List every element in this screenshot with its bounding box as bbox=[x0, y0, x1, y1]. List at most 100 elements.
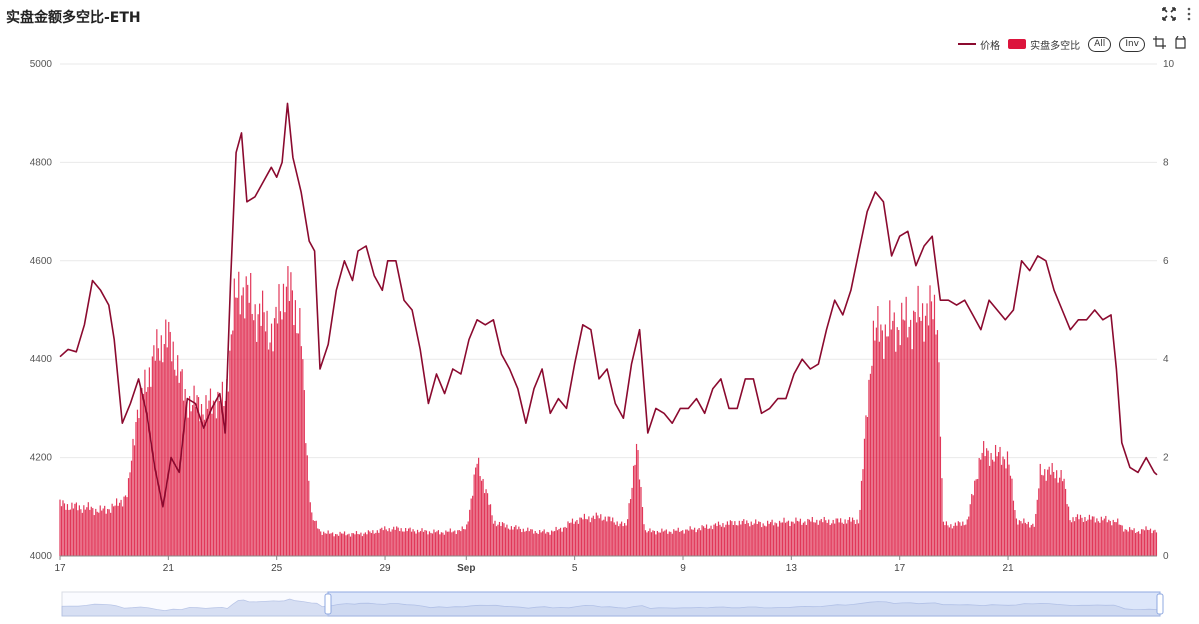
ratio-bar bbox=[753, 523, 755, 556]
zoom-handle-left[interactable] bbox=[324, 593, 332, 615]
ratio-bar bbox=[552, 531, 554, 556]
price-line bbox=[59, 102, 1158, 508]
legend-inv-button[interactable]: Inv bbox=[1119, 36, 1145, 52]
restore-icon[interactable] bbox=[1174, 35, 1187, 52]
ratio-bar bbox=[449, 528, 451, 556]
zoom-handle-right[interactable] bbox=[1156, 593, 1164, 615]
ratio-bar bbox=[397, 527, 399, 556]
ratio-bar bbox=[582, 519, 584, 556]
ratio-bar bbox=[536, 532, 538, 556]
ratio-bar bbox=[746, 520, 748, 556]
kebab-menu-icon[interactable] bbox=[1187, 7, 1191, 24]
crop-icon[interactable] bbox=[1153, 36, 1166, 52]
ratio-bar bbox=[589, 522, 591, 556]
ratio-bar bbox=[101, 510, 103, 556]
ratio-bar bbox=[795, 517, 797, 556]
y-right-tick-label: 10 bbox=[1163, 59, 1175, 70]
ratio-bar bbox=[726, 521, 729, 556]
ratio-bar bbox=[156, 329, 158, 556]
ratio-bar bbox=[1026, 524, 1028, 556]
ratio-bar bbox=[875, 327, 877, 556]
ratio-bar bbox=[68, 509, 70, 556]
ratio-bar bbox=[1041, 474, 1043, 556]
ratio-bar bbox=[1066, 504, 1068, 556]
ratio-bar bbox=[765, 526, 767, 556]
ratio-bar bbox=[494, 520, 496, 556]
ratio-bar bbox=[606, 521, 608, 556]
ratio-bar bbox=[1045, 480, 1047, 556]
ratio-bar bbox=[434, 532, 437, 556]
ratio-bar bbox=[360, 532, 362, 556]
ratio-bar bbox=[913, 310, 915, 556]
ratio-bar bbox=[309, 502, 311, 556]
ratio-bar bbox=[564, 526, 566, 556]
ratio-bar bbox=[425, 530, 428, 556]
legend-all-button[interactable]: All bbox=[1088, 36, 1112, 52]
ratio-bar bbox=[327, 530, 329, 556]
ratio-bar bbox=[126, 497, 128, 556]
expand-arrows-icon[interactable] bbox=[1161, 6, 1177, 25]
ratio-bar bbox=[145, 391, 148, 556]
ratio-bar bbox=[622, 526, 624, 556]
ratio-bar bbox=[801, 524, 803, 556]
ratio-bar bbox=[612, 517, 614, 556]
ratio-bar bbox=[533, 533, 535, 556]
ratio-bar bbox=[699, 530, 702, 556]
ratio-bar bbox=[116, 498, 118, 556]
ratio-bar bbox=[1117, 518, 1119, 556]
ratio-bar bbox=[688, 530, 690, 556]
ratio-bar bbox=[971, 493, 973, 556]
ratio-bar bbox=[489, 504, 492, 556]
ratio-bar bbox=[364, 532, 366, 556]
ratio-bar bbox=[540, 532, 542, 556]
ratio-bar bbox=[917, 285, 919, 556]
ratio-bar bbox=[781, 522, 784, 556]
ratio-bar bbox=[811, 517, 813, 556]
legend-item-price[interactable]: 价格 bbox=[958, 37, 1000, 52]
ratio-bar bbox=[1032, 523, 1034, 556]
ratio-bar bbox=[458, 530, 460, 556]
ratio-bar bbox=[121, 506, 124, 556]
ratio-bar bbox=[823, 516, 825, 556]
ratio-bar bbox=[665, 529, 667, 556]
ratio-bar bbox=[305, 443, 307, 556]
ratio-bar bbox=[692, 529, 694, 556]
ratio-bar bbox=[451, 532, 453, 556]
ratio-bar bbox=[935, 334, 937, 556]
ratio-bar bbox=[349, 536, 352, 556]
ratio-bar bbox=[548, 532, 550, 556]
ratio-bar bbox=[461, 526, 463, 556]
ratio-bar bbox=[707, 528, 709, 556]
y-left-tick-label: 4800 bbox=[30, 157, 53, 168]
ratio-bar bbox=[1067, 506, 1070, 556]
ratio-bar bbox=[273, 318, 276, 556]
ratio-bar bbox=[905, 296, 907, 556]
ratio-bar bbox=[798, 521, 800, 556]
ratio-bar bbox=[881, 330, 883, 556]
ratio-bar bbox=[220, 402, 222, 556]
ratio-bar bbox=[851, 517, 854, 556]
ratio-bar bbox=[399, 531, 401, 556]
ratio-bar bbox=[674, 530, 676, 556]
ratio-bar bbox=[1060, 470, 1062, 556]
ratio-bar bbox=[793, 523, 796, 556]
ratio-bar bbox=[968, 516, 970, 556]
ratio-bar bbox=[491, 515, 493, 556]
ratio-bar bbox=[792, 521, 794, 556]
ratio-bar bbox=[150, 386, 152, 556]
ratio-bar bbox=[607, 516, 609, 556]
ratio-bar bbox=[689, 526, 691, 556]
ratio-bar bbox=[702, 526, 705, 556]
ratio-bar bbox=[1093, 516, 1095, 556]
ratio-bar bbox=[1048, 466, 1050, 556]
ratio-bar bbox=[1036, 499, 1038, 556]
ratio-bar bbox=[778, 520, 781, 556]
ratio-bar bbox=[1006, 451, 1009, 556]
ratio-bar bbox=[911, 349, 913, 556]
ratio-bar bbox=[208, 400, 210, 556]
ratio-bar bbox=[463, 529, 465, 556]
ratio-bar bbox=[771, 519, 773, 556]
ratio-bar bbox=[774, 522, 776, 556]
ratio-bar bbox=[559, 527, 562, 556]
legend-item-ratio[interactable]: 实盘多空比 bbox=[1008, 37, 1080, 52]
